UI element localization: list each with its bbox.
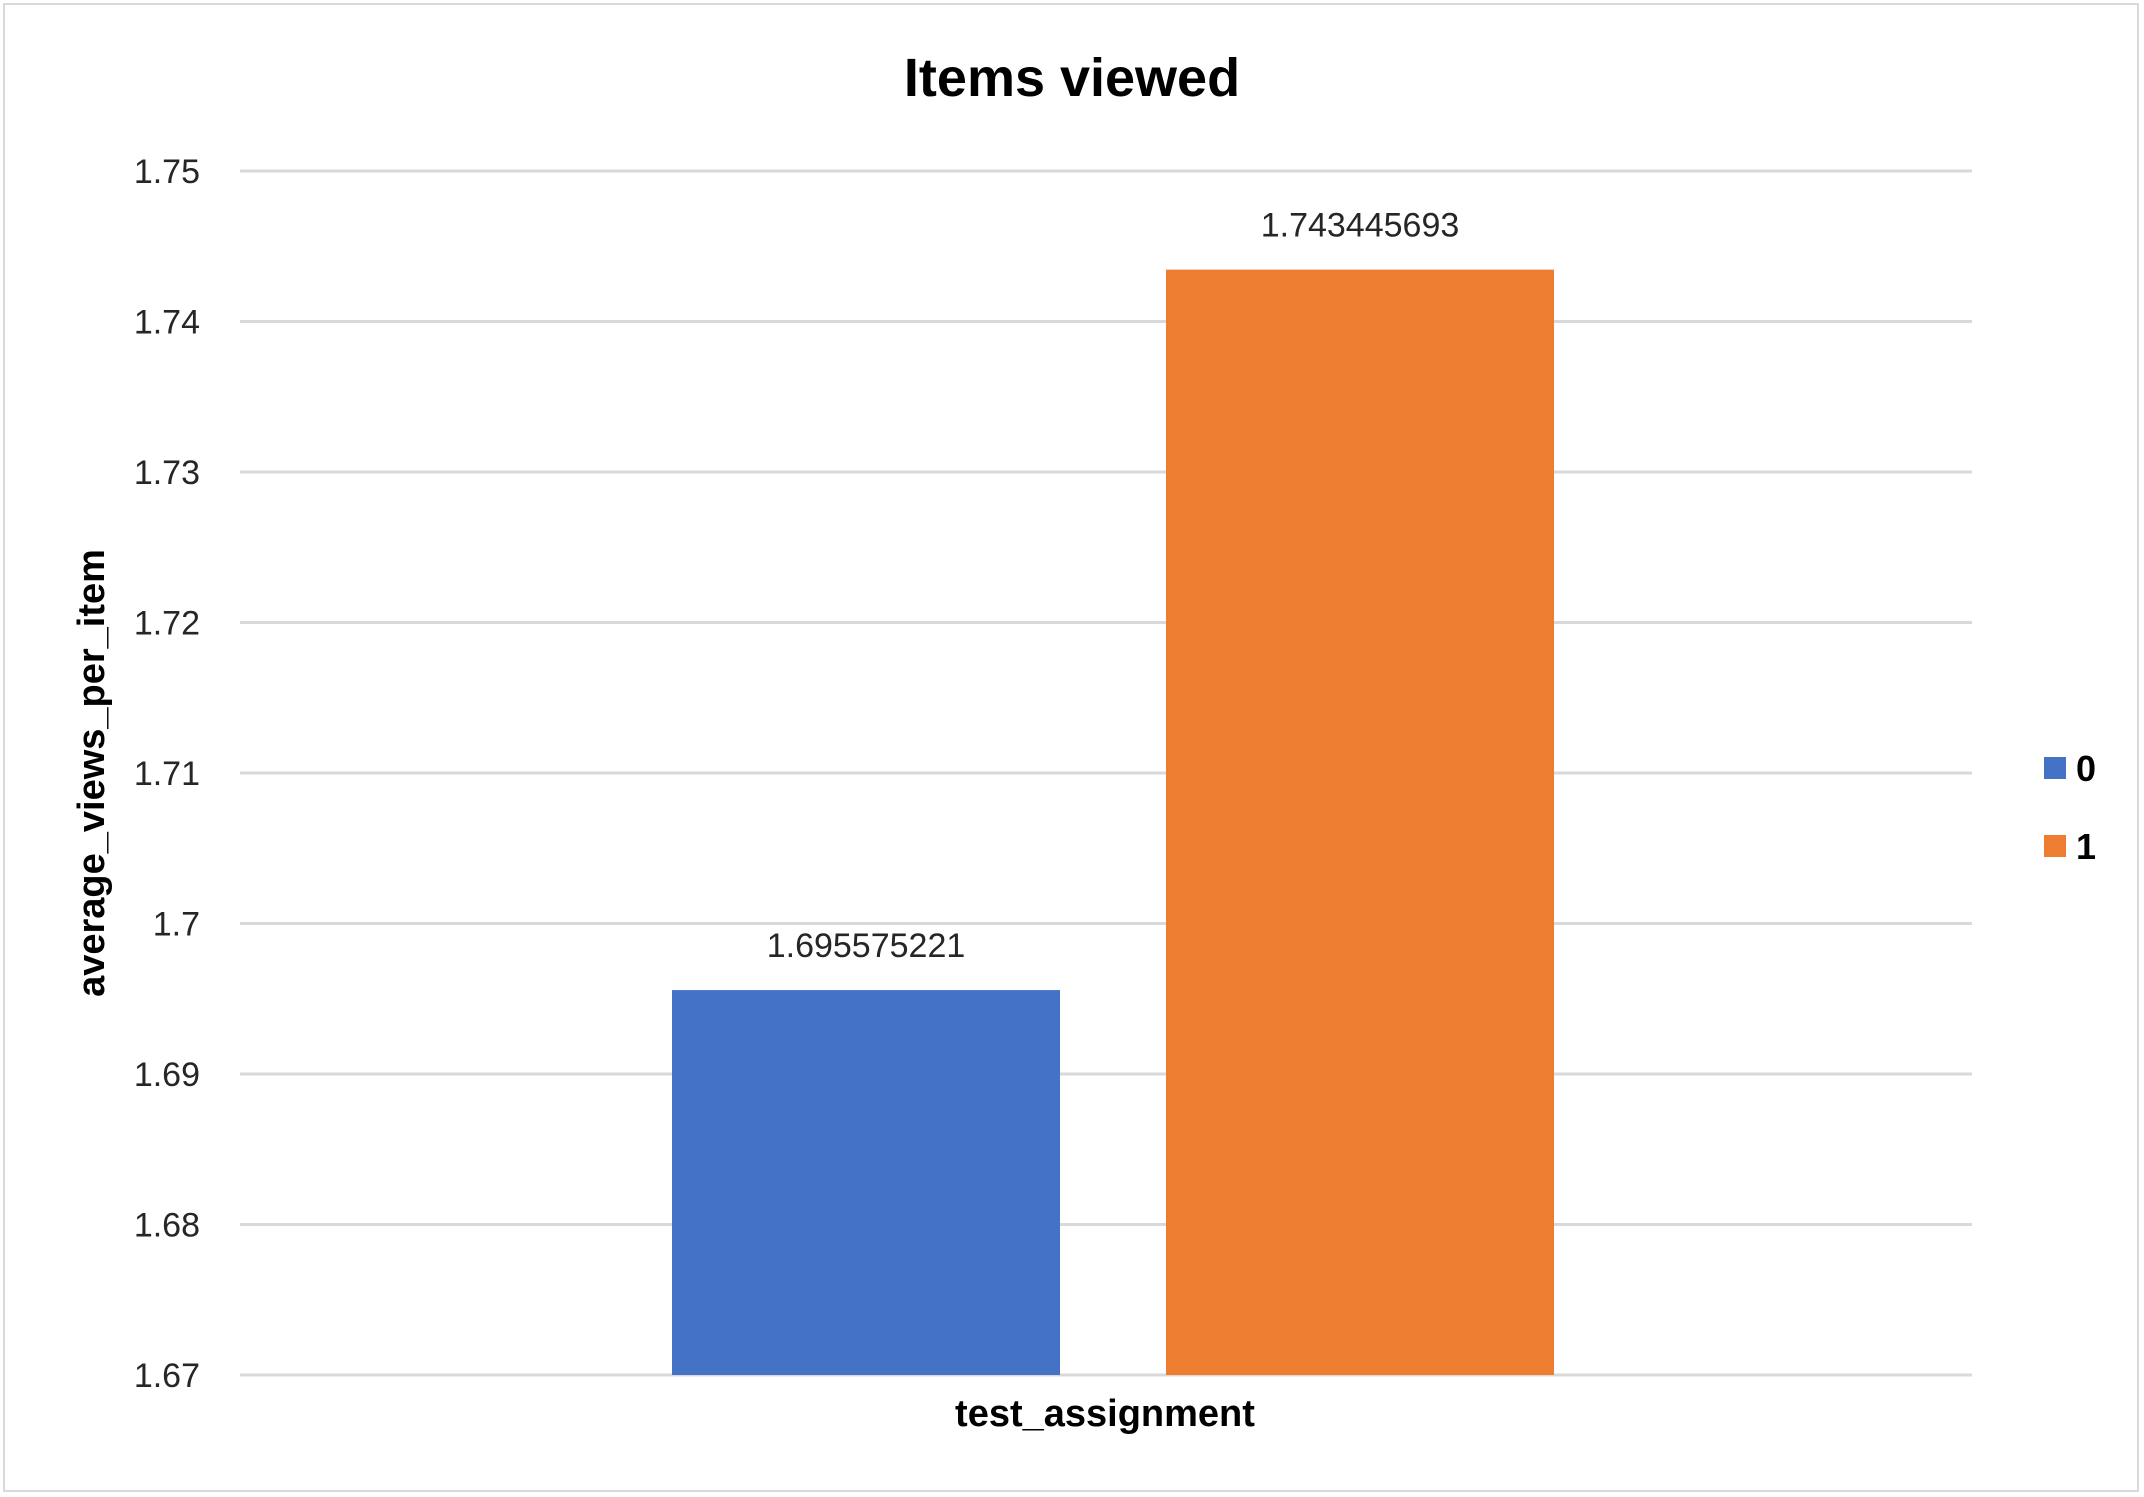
legend: 01 bbox=[2044, 748, 2096, 867]
y-tick-label: 1.68 bbox=[134, 1207, 200, 1245]
y-tick-label: 1.71 bbox=[134, 755, 200, 793]
bar-series-1 bbox=[1166, 269, 1554, 1375]
y-axis-ticks: 1.67 1.68 1.69 1.7 1.71 1.72 1.73 1.74 1.75 bbox=[134, 153, 200, 1395]
data-label-series-0: 1.695575221 bbox=[767, 927, 966, 965]
legend-label-0: 0 bbox=[2076, 748, 2096, 789]
y-tick-label: 1.67 bbox=[134, 1357, 200, 1395]
legend-swatch-0 bbox=[2044, 757, 2066, 779]
x-axis-title: test_assignment bbox=[955, 1393, 1255, 1435]
data-labels: 1.695575221 1.743445693 bbox=[767, 207, 1460, 965]
y-tick-label: 1.69 bbox=[134, 1056, 200, 1094]
data-label-series-1: 1.743445693 bbox=[1261, 207, 1460, 245]
y-tick-label: 1.73 bbox=[134, 454, 200, 492]
legend-label-1: 1 bbox=[2076, 826, 2096, 867]
y-tick-label: 1.72 bbox=[134, 605, 200, 643]
bar-series-0 bbox=[672, 990, 1060, 1375]
bars bbox=[672, 269, 1554, 1375]
legend-swatch-1 bbox=[2044, 835, 2066, 857]
chart-frame bbox=[3, 3, 2139, 1492]
y-tick-label: 1.74 bbox=[134, 304, 200, 342]
gridlines bbox=[240, 169, 1972, 1377]
chart-title: Items viewed bbox=[904, 48, 1240, 108]
y-tick-label: 1.75 bbox=[134, 153, 200, 191]
y-axis-title: average_views_per_item bbox=[71, 549, 113, 997]
y-tick-label: 1.7 bbox=[153, 906, 200, 944]
